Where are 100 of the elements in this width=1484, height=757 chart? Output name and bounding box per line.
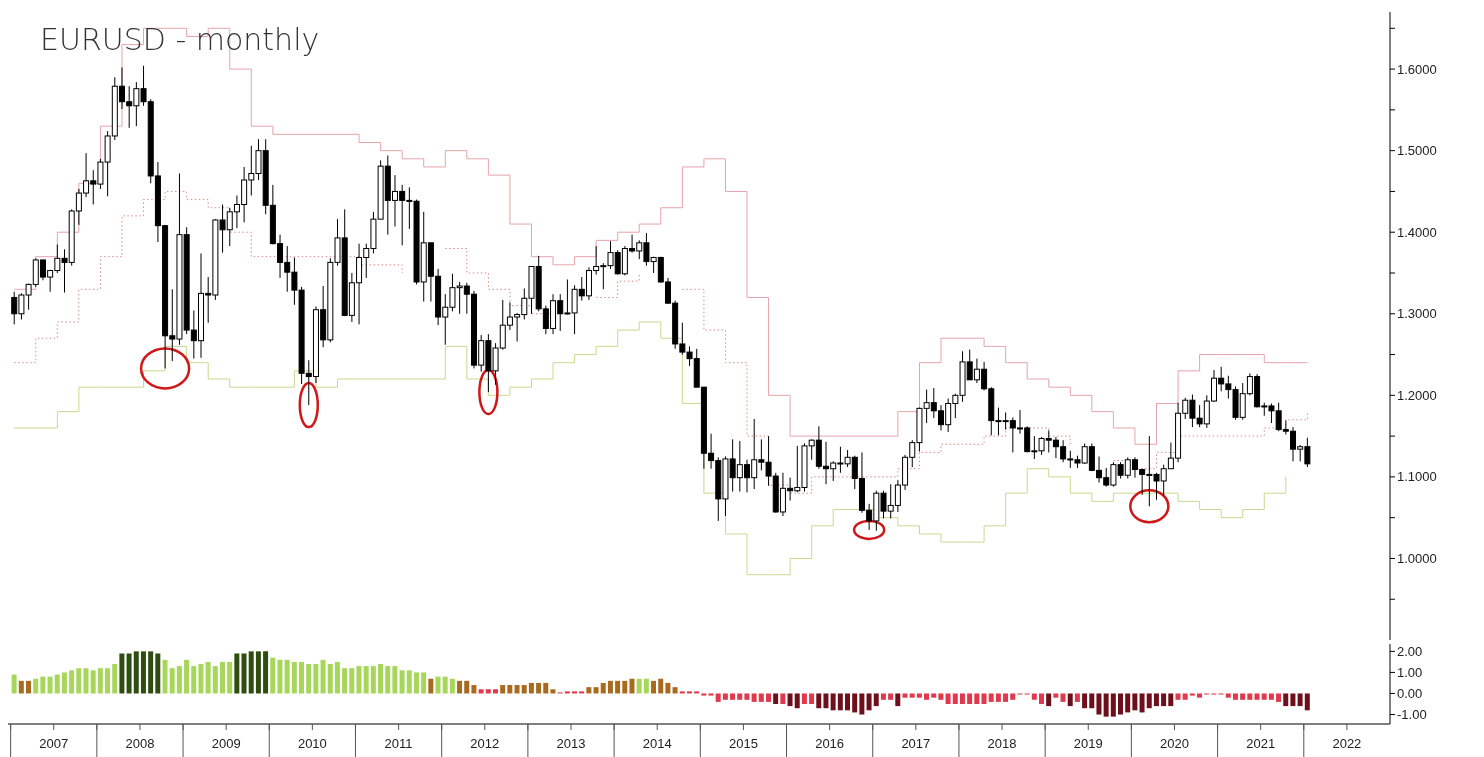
bar (722, 693, 728, 700)
bar (694, 691, 700, 694)
bar (363, 666, 369, 694)
bar (227, 661, 233, 694)
bar (478, 689, 484, 694)
bar (40, 676, 46, 694)
bar (1139, 693, 1145, 713)
x-tick-label: 2014 (642, 736, 672, 751)
bar (737, 693, 743, 700)
bar (162, 659, 168, 694)
bar (327, 664, 333, 694)
bar (90, 670, 96, 694)
bar (1240, 693, 1246, 700)
y-tick-label: 1.4000 (1397, 224, 1437, 240)
x-tick-label: 2007 (39, 736, 69, 751)
bar (1096, 693, 1102, 715)
x-tick-label: 2010 (297, 736, 327, 751)
bar (1232, 693, 1238, 700)
bar (859, 693, 865, 715)
bar (212, 666, 218, 694)
bar (787, 693, 793, 707)
bar (1189, 693, 1195, 696)
bar (988, 693, 994, 702)
bar (607, 680, 613, 694)
bar (270, 657, 276, 694)
bar (1010, 693, 1016, 700)
y-tick-label: 1.3000 (1397, 306, 1437, 322)
bar (651, 680, 657, 694)
bar (615, 680, 621, 694)
bar (830, 693, 836, 711)
bar (378, 664, 384, 694)
bar (299, 661, 304, 694)
bar (1067, 693, 1073, 707)
bar (1118, 693, 1123, 715)
bar (773, 693, 779, 704)
bar (234, 653, 240, 694)
x-tick-label: 2018 (987, 736, 1017, 751)
y-tick-label: 1.2000 (1397, 387, 1437, 403)
bar (263, 651, 269, 694)
bar (586, 687, 592, 694)
bar (485, 689, 491, 694)
bar (1132, 693, 1138, 711)
bar (1175, 693, 1181, 700)
bar (500, 685, 506, 694)
bar (442, 676, 448, 694)
x-tick-label: 2013 (556, 736, 586, 751)
bar (370, 666, 376, 694)
bar (622, 680, 628, 694)
bar (255, 651, 261, 694)
bar (715, 693, 721, 702)
bar (1125, 693, 1131, 713)
bar (169, 668, 175, 694)
x-tick-label: 2022 (1332, 736, 1362, 751)
bar (600, 682, 606, 694)
bar (1146, 693, 1152, 709)
bar (837, 693, 843, 711)
bar (356, 666, 362, 694)
bar (952, 693, 958, 704)
bar (47, 676, 53, 694)
bar (866, 693, 872, 711)
bar (514, 685, 520, 694)
bar (665, 682, 671, 694)
bar (924, 693, 930, 700)
x-tick-label: 2016 (815, 736, 845, 751)
bar (69, 670, 75, 694)
bar (435, 676, 441, 694)
y-tick-label: -1.00 (1397, 707, 1427, 723)
x-tick-label: 2017 (901, 736, 931, 751)
bar (780, 693, 786, 704)
bar (155, 653, 161, 694)
bar (205, 661, 211, 694)
bar (184, 659, 190, 694)
bar (801, 693, 807, 704)
bar (845, 693, 850, 711)
bar (241, 653, 247, 694)
bar (880, 693, 886, 700)
bar (291, 661, 297, 694)
bar (1074, 693, 1080, 702)
bar (1082, 693, 1088, 709)
bar (579, 691, 585, 694)
bar (543, 682, 549, 694)
bar (54, 674, 60, 694)
bar (981, 693, 987, 704)
bar (593, 687, 599, 694)
bar (931, 693, 937, 698)
bar (492, 689, 498, 694)
bar (1276, 693, 1282, 702)
y-tick-label: 0.00 (1397, 686, 1423, 702)
bar (83, 668, 89, 694)
bar (1182, 693, 1188, 700)
bar (708, 693, 714, 696)
bar (76, 668, 82, 694)
bar (1261, 693, 1267, 700)
bar (507, 685, 513, 694)
bar (191, 666, 197, 694)
y-tick-label: 1.1000 (1397, 469, 1437, 485)
bar (97, 668, 103, 694)
bar (457, 680, 463, 694)
bar (636, 678, 642, 694)
bar (916, 693, 922, 698)
